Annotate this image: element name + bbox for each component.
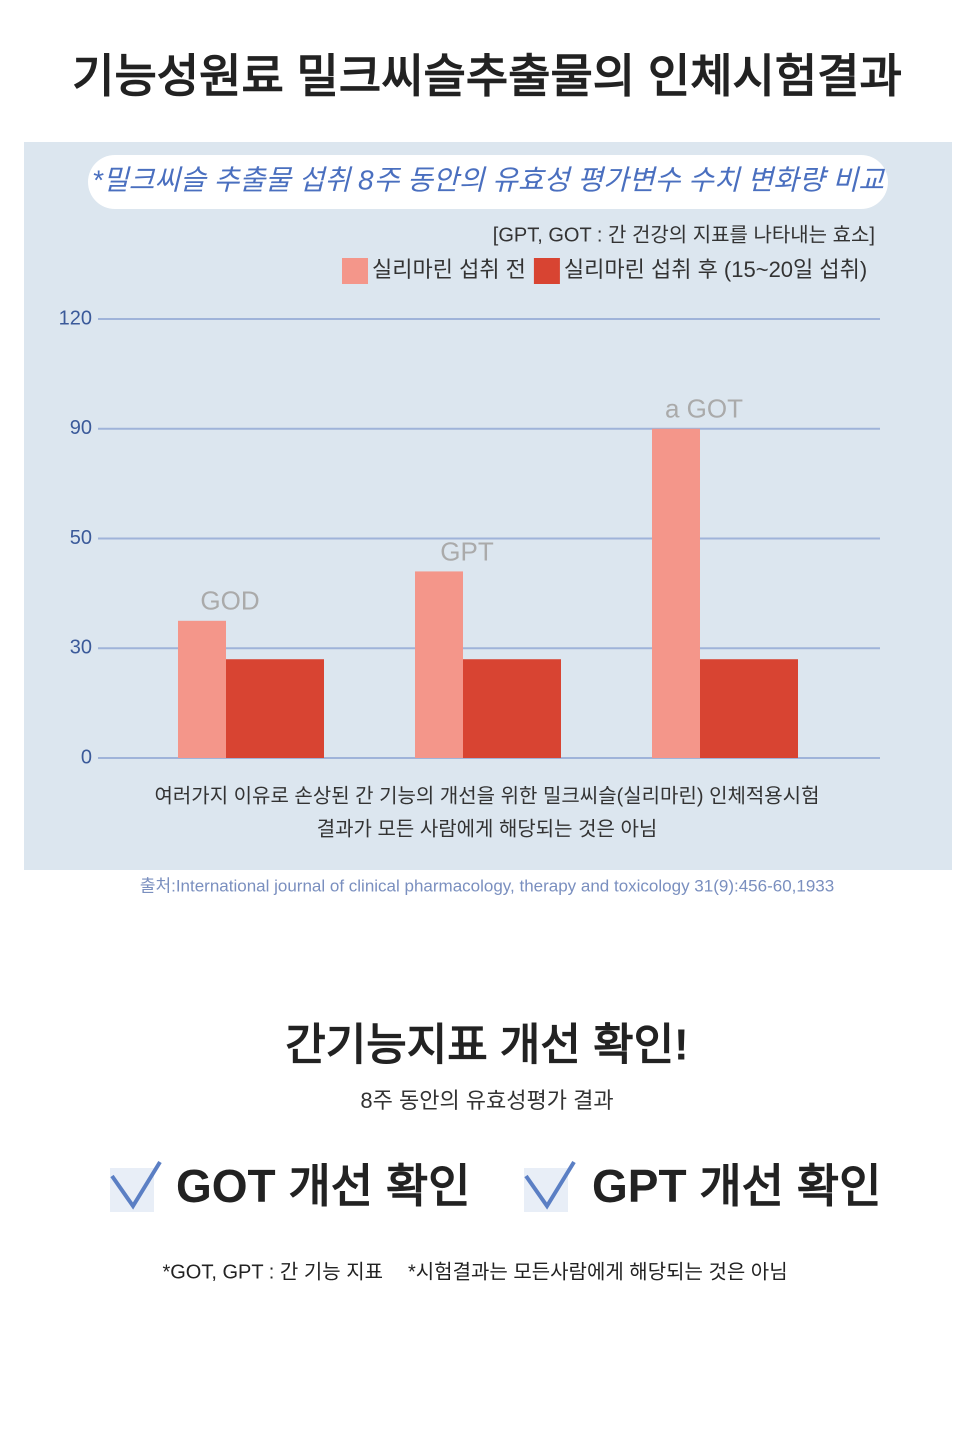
- chart-caption: 결과가 모든 사람에게 해당되는 것은 아님: [317, 817, 658, 840]
- category-label: a GOT: [665, 394, 743, 424]
- category-label: GOD: [200, 586, 259, 616]
- bar: [652, 428, 700, 758]
- bar: [415, 571, 463, 758]
- category-label: GPT: [440, 536, 494, 566]
- bar: [178, 620, 226, 758]
- legend-swatch: [342, 258, 368, 284]
- check-icon: [110, 1160, 162, 1210]
- check-icon: [524, 1160, 576, 1210]
- check-label: GPT 개선 확인: [592, 1160, 881, 1212]
- page-title: 기능성원료 밀크씨슬추출물의 인체시험결과: [72, 50, 902, 102]
- chart-subtitle: *밀크씨슬 추출물 섭취 8주 동안의 유효성 평가변수 수치 변화량 비교: [92, 164, 885, 195]
- bar: [700, 659, 798, 758]
- footnote: *시험결과는 모든사람에게 해당되는 것은 아님: [408, 1260, 788, 1283]
- subtitle-pill: [88, 155, 888, 209]
- footnote: *GOT, GPT : 간 기능 지표: [162, 1260, 383, 1283]
- chart-caption: 여러가지 이유로 손상된 간 기능의 개선을 위한 밀크씨슬(실리마린) 인체적…: [155, 784, 820, 807]
- y-tick-label: 90: [70, 417, 92, 439]
- check-label: GOT 개선 확인: [176, 1160, 471, 1212]
- source: 출처:International journal of clinical pha…: [140, 876, 834, 895]
- summary-subtitle: 8주 동안의 유효성평가 결과: [360, 1088, 613, 1113]
- chart-panel: [24, 142, 952, 870]
- y-tick-label: 0: [81, 746, 92, 768]
- bar: [463, 659, 561, 758]
- chart-note: [GPT, GOT : 간 건강의 지표를 나타내는 효소]: [493, 223, 875, 246]
- legend-label: 실리마린 섭취 전: [372, 257, 526, 282]
- legend-label: 실리마린 섭취 후 (15~20일 섭취): [564, 257, 867, 282]
- bar: [226, 659, 324, 758]
- y-tick-label: 30: [70, 637, 92, 659]
- y-tick-label: 50: [70, 527, 92, 549]
- summary-title: 간기능지표 개선 확인!: [285, 1021, 688, 1070]
- legend-swatch: [533, 258, 560, 284]
- y-tick-label: 120: [59, 307, 92, 329]
